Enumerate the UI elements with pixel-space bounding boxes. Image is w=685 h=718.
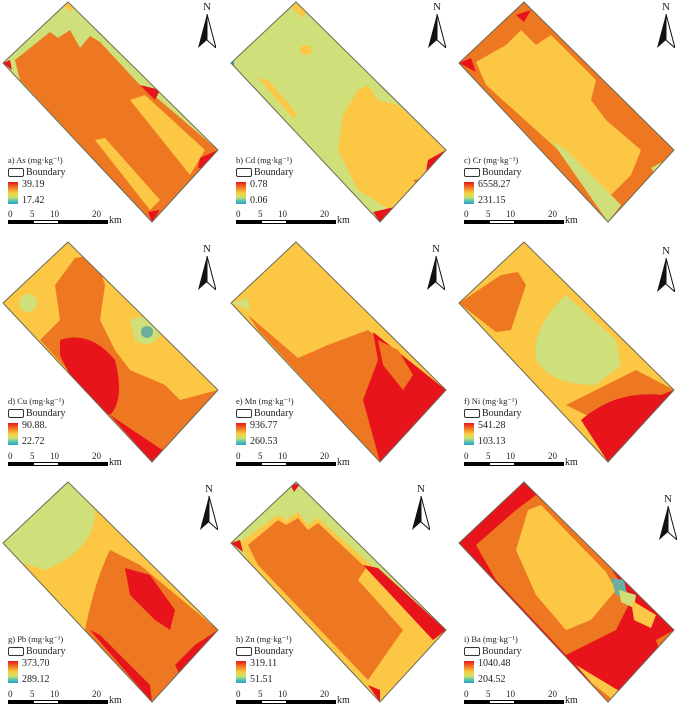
scale-bar: 0 5 10 20 km: [8, 689, 122, 706]
mn-distribution-map: [230, 241, 447, 463]
map-panel-pb: N g) Pb (mg·kg⁻¹) Boundary 373.70 289.12…: [0, 480, 228, 718]
color-ramp: [464, 182, 474, 204]
map-panel-cd: N b) Cd (mg·kg⁻¹) Boundary 0.78 0.06 0 5…: [228, 0, 456, 238]
north-arrow-icon: [428, 14, 446, 48]
north-arrow-icon: [412, 496, 430, 530]
legend-max: 0.78: [250, 179, 268, 190]
north-arrow-icon: [657, 258, 675, 292]
north-arrow: N: [657, 494, 679, 540]
scale-bar: 0 5 10 20 km: [464, 689, 578, 706]
cu-distribution-map: [2, 241, 219, 463]
color-ramp: [236, 661, 246, 683]
color-ramp: [236, 423, 246, 445]
boundary-swatch: [236, 409, 252, 418]
study-area-boundary: [230, 241, 447, 463]
scale-bar: 0 5 10 20 km: [464, 209, 578, 226]
study-area-boundary: [230, 1, 447, 223]
legend-zn: h) Zn (mg·kg⁻¹) Boundary 319.11 51.51: [236, 634, 294, 685]
color-ramp: [8, 182, 18, 204]
boundary-swatch: [8, 168, 24, 177]
study-area-boundary: [458, 241, 675, 463]
legend-ni: f) Ni (mg·kg⁻¹) Boundary 541.28 103.13: [464, 396, 522, 447]
zn-distribution-map: [230, 481, 447, 703]
pb-distribution-map: [2, 481, 219, 703]
legend-min: 103.13: [478, 436, 506, 447]
color-ramp: [8, 661, 18, 683]
north-arrow: N: [196, 2, 218, 48]
north-arrow: N: [196, 244, 218, 290]
north-arrow: N: [198, 484, 220, 530]
north-arrow: N: [425, 244, 447, 290]
north-arrow-icon: [198, 256, 216, 290]
map-panel-ni: N f) Ni (mg·kg⁻¹) Boundary 541.28 103.13…: [456, 240, 684, 478]
legend-max: 541.28: [478, 420, 506, 431]
legend-min: 17.42: [22, 195, 45, 206]
north-arrow: N: [426, 2, 448, 48]
map-panel-cr: N c) Cr (mg·kg⁻¹) Boundary 6558.27 231.1…: [456, 0, 684, 238]
scale-bar: 0 5 10 20 km: [236, 451, 350, 468]
color-ramp: [236, 182, 246, 204]
legend-min: 231.15: [478, 195, 506, 206]
legend-max: 90.88.: [22, 420, 47, 431]
scale-bar: 0 5 10 20 km: [464, 451, 578, 468]
north-arrow-icon: [657, 14, 675, 48]
legend-min: 289.12: [22, 674, 50, 685]
scale-bar: 0 5 10 20 km: [236, 689, 350, 706]
boundary-swatch: [8, 409, 24, 418]
legend-mn: e) Mn (mg·kg⁻¹) Boundary 936.77 260.53: [236, 396, 294, 447]
legend-max: 319.11: [250, 658, 278, 669]
boundary-swatch: [464, 409, 480, 418]
boundary-swatch: [236, 647, 252, 656]
boundary-swatch: [236, 168, 252, 177]
boundary-swatch: [464, 168, 480, 177]
legend-cu: d) Cu (mg·kg⁻¹) Boundary 90.88. 22.72: [8, 396, 66, 447]
color-ramp: [464, 423, 474, 445]
boundary-swatch: [8, 647, 24, 656]
map-panel-as: N a) As (mg·kg⁻¹) Boundary 39.19 17.42 0…: [0, 0, 228, 238]
legend-max: 936.77: [250, 420, 278, 431]
scale-bar: 0 5 10 20 km: [236, 209, 350, 226]
north-arrow-icon: [427, 256, 445, 290]
color-ramp: [464, 661, 474, 683]
north-arrow: N: [655, 246, 677, 292]
north-arrow: N: [655, 2, 677, 48]
legend-pb: g) Pb (mg·kg⁻¹) Boundary 373.70 289.12: [8, 634, 66, 685]
map-panel-cu: N d) Cu (mg·kg⁻¹) Boundary 90.88. 22.72 …: [0, 240, 228, 478]
boundary-swatch: [464, 647, 480, 656]
map-panel-mn: N e) Mn (mg·kg⁻¹) Boundary 936.77 260.53…: [228, 240, 456, 478]
north-arrow-icon: [659, 506, 677, 540]
study-area-boundary: [2, 241, 219, 463]
color-ramp: [8, 423, 18, 445]
legend-cr: c) Cr (mg·kg⁻¹) Boundary 6558.27 231.15: [464, 155, 522, 206]
legend-ba: i) Ba (mg·kg⁻¹) Boundary 1040.48 204.52: [464, 634, 522, 685]
ni-distribution-map: [458, 241, 675, 463]
north-arrow-icon: [198, 14, 216, 48]
ba-distribution-map: [458, 481, 675, 703]
legend-cd: b) Cd (mg·kg⁻¹) Boundary 0.78 0.06: [236, 155, 294, 206]
legend-min: 0.06: [250, 195, 268, 206]
cr-distribution-map: [458, 1, 675, 223]
legend-as: a) As (mg·kg⁻¹) Boundary 39.19 17.42: [8, 155, 66, 206]
map-panel-ba: N i) Ba (mg·kg⁻¹) Boundary 1040.48 204.5…: [456, 480, 684, 718]
north-arrow-icon: [200, 496, 218, 530]
as-distribution-map: [2, 1, 219, 223]
legend-min: 260.53: [250, 436, 278, 447]
legend-min: 22.72: [22, 436, 45, 447]
map-panel-zn: N h) Zn (mg·kg⁻¹) Boundary 319.11 51.51 …: [228, 480, 456, 718]
north-arrow: N: [410, 484, 432, 530]
study-area-boundary: [458, 1, 675, 223]
legend-max: 6558.27: [478, 179, 511, 190]
study-area-boundary: [2, 481, 219, 703]
study-area-boundary: [230, 481, 447, 703]
cd-distribution-map: [230, 1, 447, 223]
legend-max: 39.19: [22, 179, 45, 190]
legend-min: 204.52: [478, 674, 506, 685]
study-area-boundary: [2, 1, 219, 223]
legend-max: 373.70: [22, 658, 50, 669]
study-area-boundary: [458, 481, 675, 703]
legend-max: 1040.48: [478, 658, 511, 669]
scale-bar: 0 5 10 20 km: [8, 209, 122, 226]
scale-bar: 0 5 10 20 km: [8, 451, 122, 468]
legend-min: 51.51: [250, 674, 273, 685]
